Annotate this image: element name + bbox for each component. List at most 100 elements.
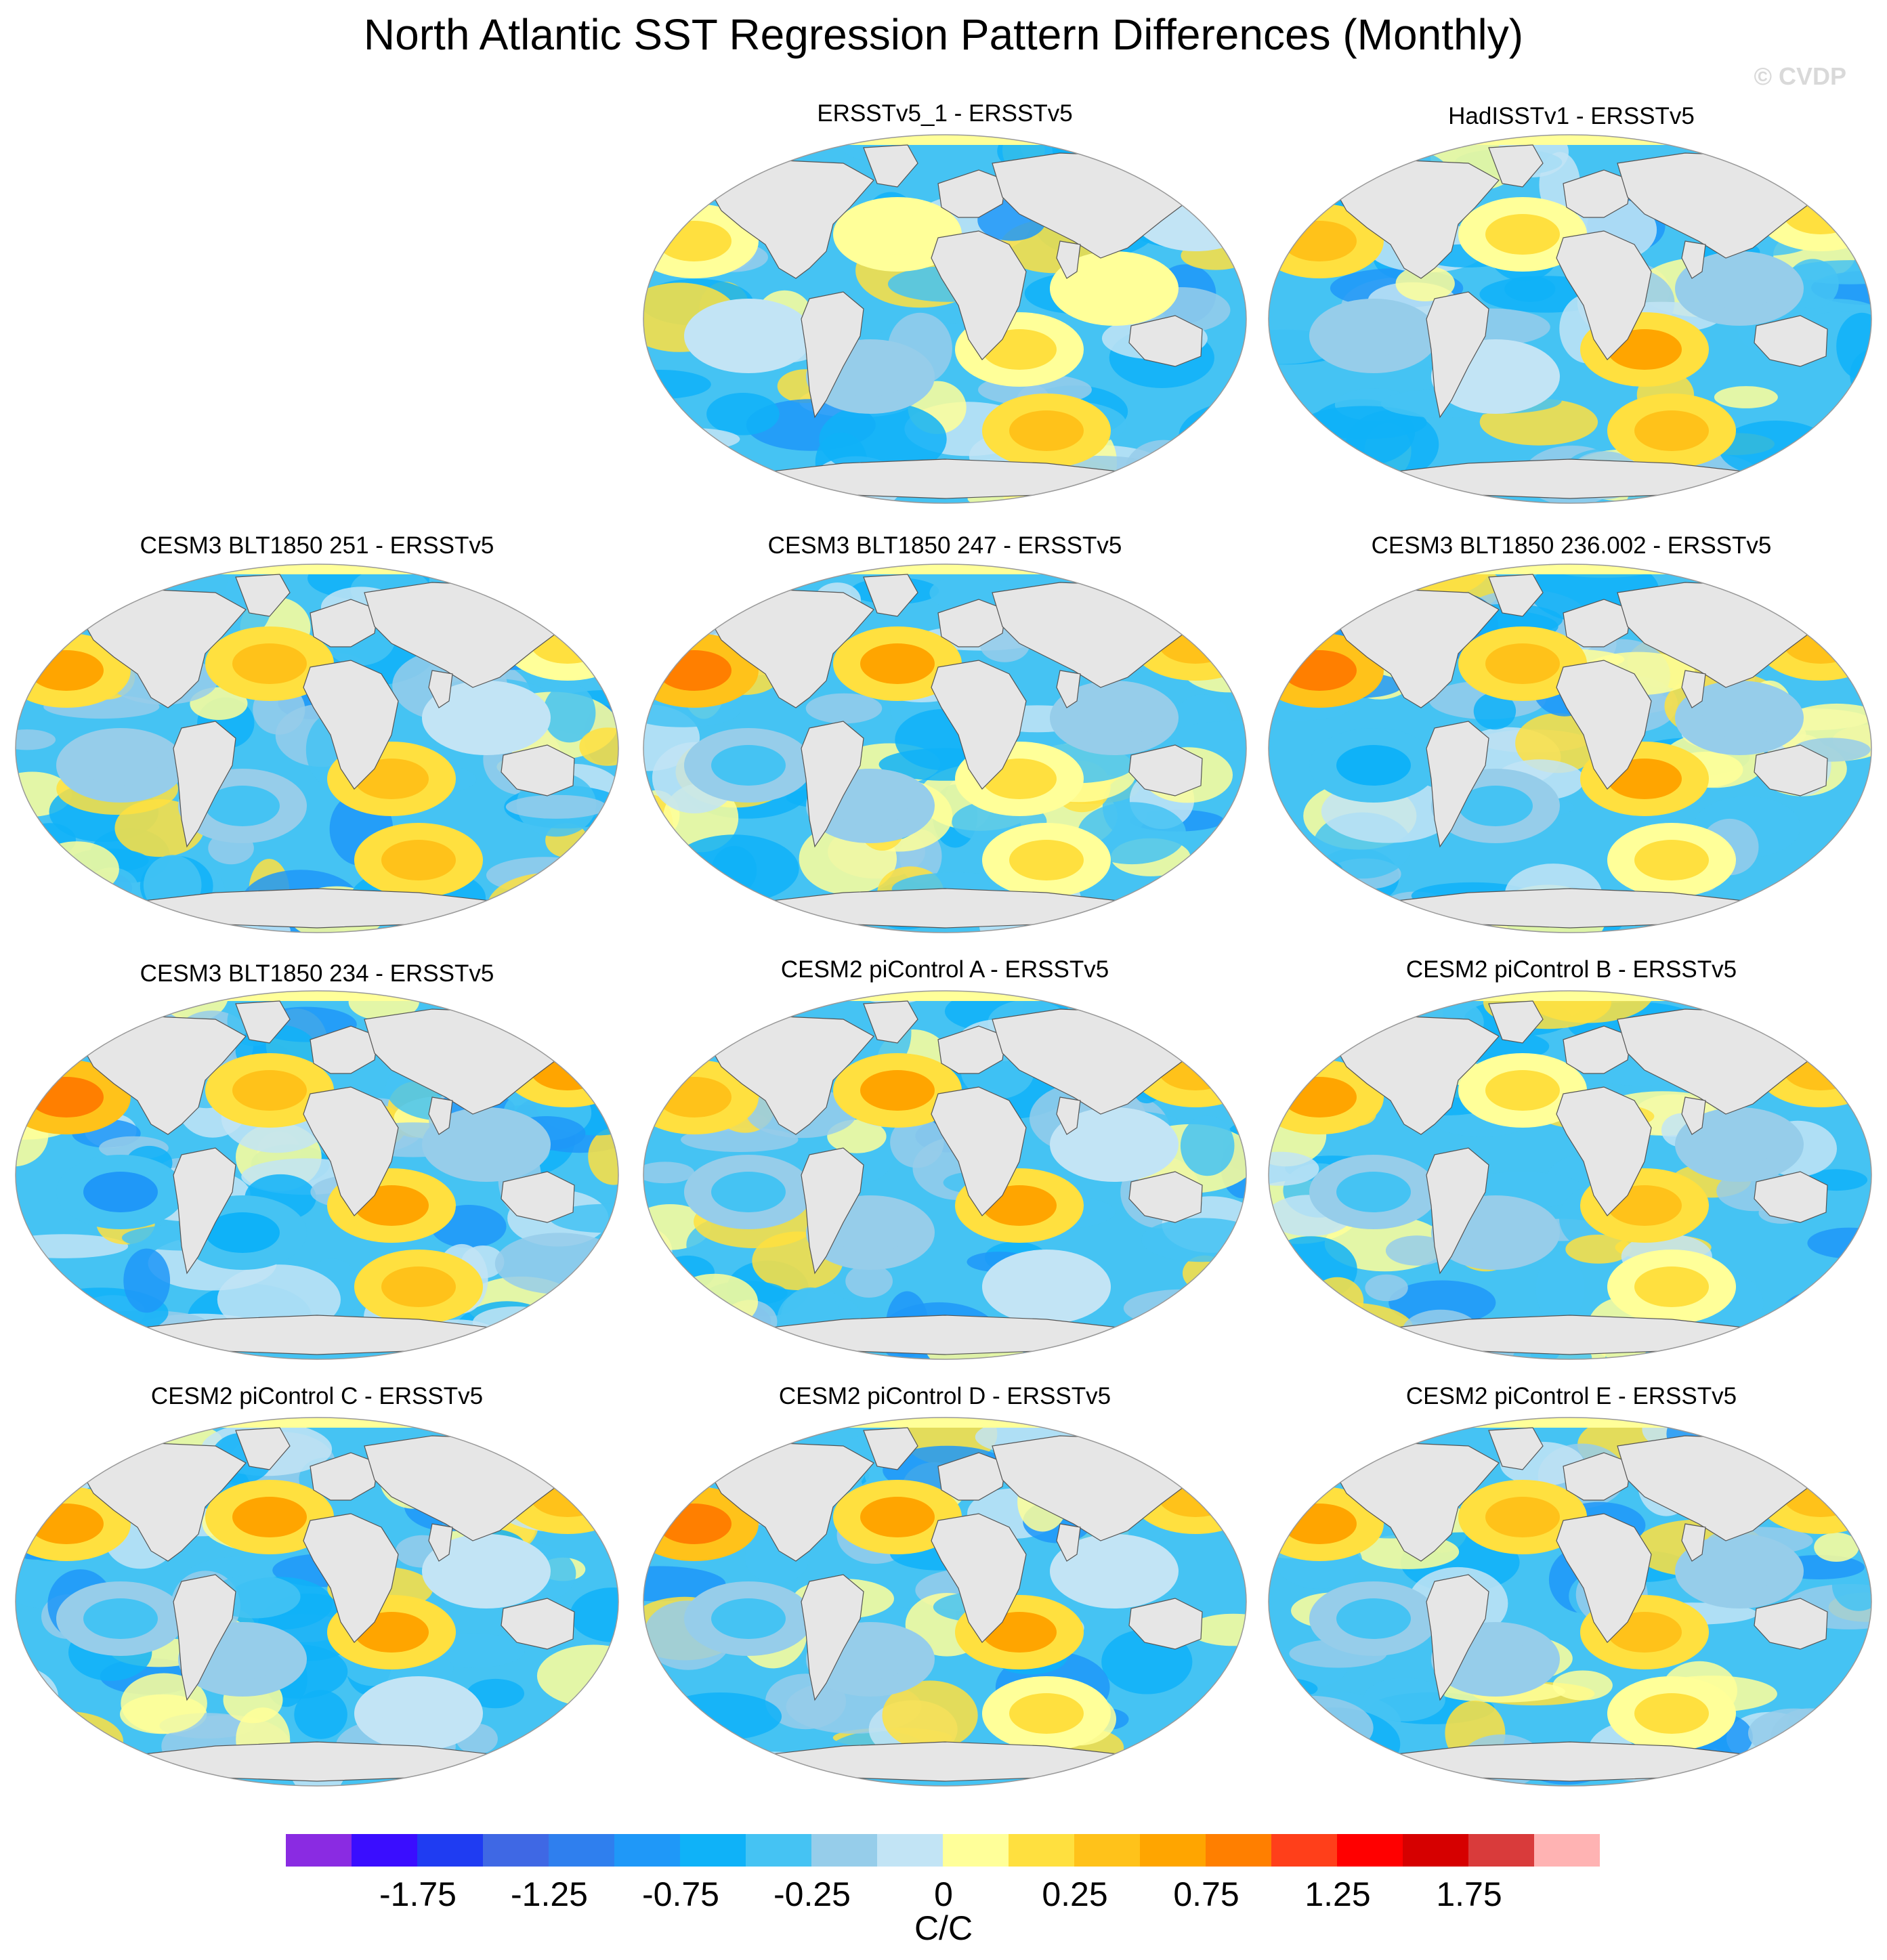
anomaly-blob [1180,1115,1235,1176]
anomaly-blob [1565,1235,1632,1264]
colorbar-segment [352,1834,418,1867]
anomaly-blob [1324,1314,1372,1345]
colorbar-label: 1.75 [1436,1875,1502,1913]
anomaly-core [1634,840,1709,880]
land-mass [1426,1147,1489,1275]
anomaly-core [657,1504,732,1544]
anomaly-core [1702,1124,1777,1165]
anomaly-core [711,745,786,786]
anomaly-core [711,1172,786,1212]
land-mass [1426,721,1489,848]
anomaly-blob [1299,135,1365,169]
anomaly-blob [1188,1613,1246,1646]
land-mass [863,574,918,617]
anomaly-blob [681,1127,799,1152]
anomaly-core [449,1551,524,1592]
map-panel-1 [643,134,1247,504]
anomaly-core [1458,356,1533,397]
map-panel-11 [1268,1417,1872,1787]
land-mass [1329,1442,1500,1562]
land-mass [801,291,864,419]
anomaly-core [205,1212,280,1253]
anomaly-core [1702,698,1777,738]
anomaly-core [449,698,524,738]
anomaly-blob [1473,692,1517,730]
anomaly-core [1458,786,1533,826]
land-mass [1754,1171,1828,1223]
anomaly-core [1336,1598,1411,1639]
colorbar-segment [417,1834,484,1867]
anomaly-core [1634,1693,1709,1734]
land-mass [801,721,864,848]
anomaly-core [29,650,104,691]
anomaly-blob [1807,1227,1871,1259]
anomaly-blob [1117,894,1179,924]
map-panel-9 [15,1417,619,1787]
colorbar-label: 0 [934,1875,953,1913]
land-mass [428,670,453,708]
colorbar-segment [877,1834,944,1867]
anomaly-blob [549,1203,618,1233]
land-mass [310,1452,379,1501]
land-mass [1488,1427,1544,1470]
anomaly-blob [890,1117,944,1168]
anomaly-blob [1269,135,1395,177]
map-panel-10 [643,1417,1247,1787]
anomaly-blob [643,1162,695,1184]
anomaly-core [1485,214,1560,255]
anomaly-blob [845,1264,893,1298]
anomaly-blob [588,1128,618,1185]
map-outline [643,990,1247,1360]
land-mass [1563,169,1632,218]
anomaly-core [381,840,456,880]
anomaly-blob [467,1678,524,1709]
land-mass [1681,670,1706,708]
map-panel-5 [1268,563,1872,933]
anomaly-core [833,1639,908,1680]
anomaly-core [1336,1172,1411,1212]
land-mass [173,721,236,848]
anomaly-blob [1776,1292,1849,1359]
anomaly-core [657,650,732,691]
anomaly-core [205,786,280,826]
anomaly-blob [1141,1218,1246,1262]
colorbar-units: C/C [914,1909,973,1947]
land-mass [863,144,918,188]
anomaly-blob [1150,1741,1246,1786]
anomaly-blob [669,834,799,903]
map-outline [643,1417,1247,1787]
anomaly-blob [1395,265,1455,301]
land-mass [1563,1025,1632,1074]
page-title: North Atlantic SST Regression Pattern Di… [363,10,1524,59]
colorbar-segment [746,1834,812,1867]
anomaly-core [1282,221,1357,261]
land-mass [1754,744,1828,796]
land-mass [704,589,874,708]
land-mass [235,574,291,617]
anomaly-core [1009,1266,1084,1307]
land-mass [931,230,1027,360]
anomaly-blob [570,1587,618,1642]
panel-title-11: CESM2 piControl E - ERSSTv5 [1405,1383,1737,1409]
anomaly-blob [56,992,104,1049]
anomaly-blob [1269,328,1338,364]
colorbar-label: -1.75 [379,1875,457,1913]
anomaly-blob [16,1697,65,1759]
panel-title-3: CESM3 BLT1850 251 - ERSSTv5 [140,532,494,559]
land-mass [1056,670,1081,708]
land-mass [1329,1015,1500,1135]
land-mass [173,1574,236,1701]
anomaly-core [860,214,935,255]
anomaly-blob [1365,1274,1408,1302]
colorbar-segment [549,1834,615,1867]
anomaly-blob [579,727,618,766]
land-mass [1488,574,1544,617]
colorbar-segment [1074,1834,1141,1867]
anomaly-blob [1347,469,1408,503]
anomaly-core [381,1693,456,1734]
land-mass [1056,1523,1081,1562]
land-mass [303,1513,399,1643]
anomaly-blob [1388,1280,1496,1325]
anomaly-blob [1161,1418,1246,1472]
map-panel-2 [1268,134,1872,504]
